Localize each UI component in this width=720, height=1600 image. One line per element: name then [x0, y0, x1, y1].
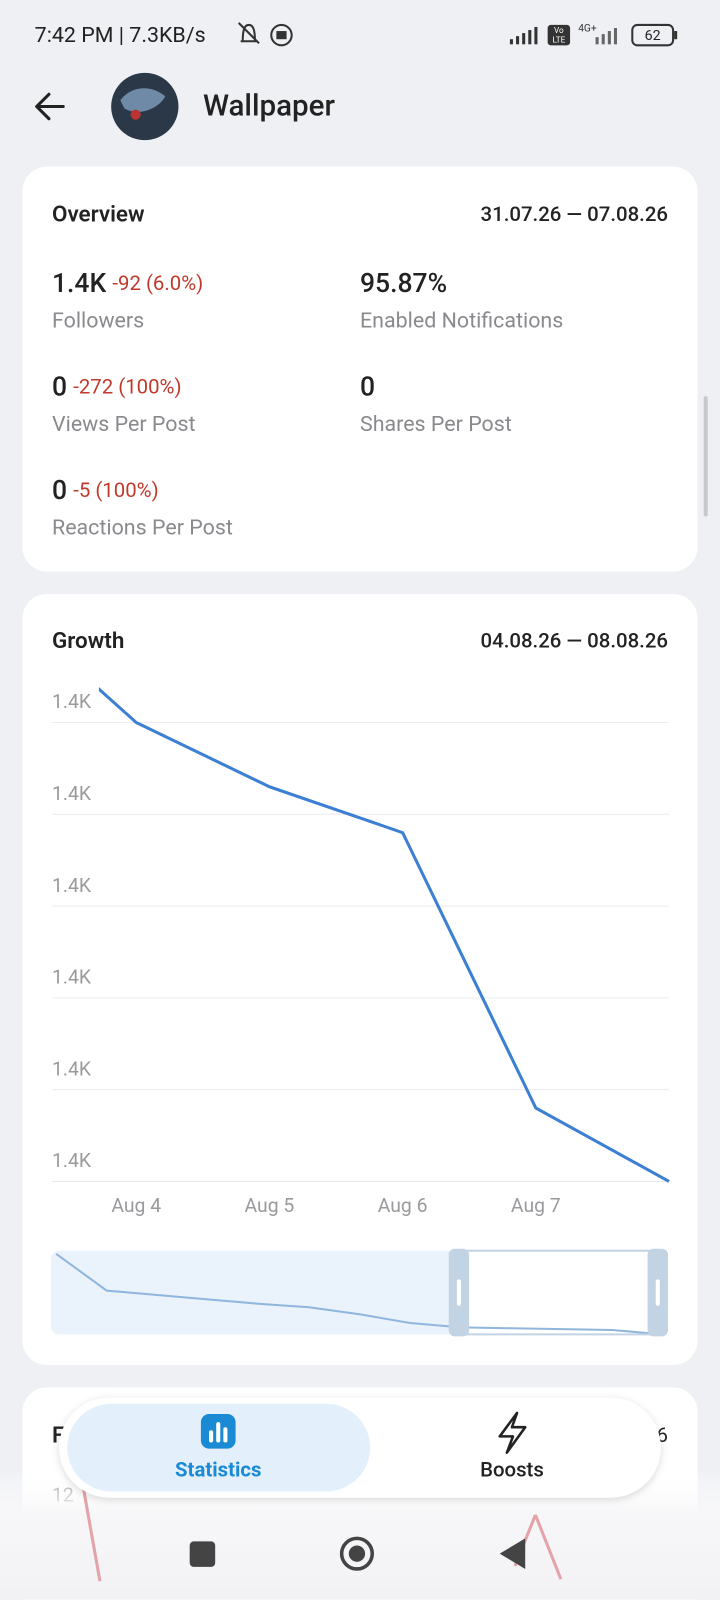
avatar-art [130, 109, 141, 120]
stat-value: 95.87% [360, 268, 447, 299]
status-icons [237, 22, 293, 47]
stat-value: 0 [52, 371, 67, 402]
stat-label: Views Per Post [52, 412, 196, 437]
stat-change: -5 (100%) [73, 478, 158, 502]
handle-grip [456, 1279, 461, 1306]
navigator-line [55, 1252, 663, 1336]
growth-card [22, 593, 698, 1365]
x-tick-label: Aug 5 [245, 1194, 295, 1217]
statistics-icon-bars [209, 1422, 228, 1443]
signal-1 [509, 26, 538, 45]
navigator-window[interactable] [458, 1250, 658, 1335]
status-time: 7:42 PM | 7.3KB/s [35, 23, 206, 48]
stat-line: 95.87% [360, 268, 447, 299]
x-tick-label: Aug 7 [511, 1194, 561, 1217]
avatar-art [120, 88, 166, 112]
back-button[interactable] [35, 92, 65, 121]
app-icon-glyph [276, 31, 287, 40]
volte-text: Vo [554, 25, 564, 35]
stat-label: Followers [52, 308, 144, 333]
volte-badge [547, 24, 571, 46]
volte-text: LTE [552, 34, 565, 44]
y-tick-label: 1.4K [52, 1057, 92, 1080]
stat-label: Shares Per Post [360, 412, 512, 437]
battery-tip [674, 31, 678, 40]
y-tick-label: 1.4K [52, 1149, 92, 1172]
channel-title: Wallpaper [203, 89, 336, 123]
stats: 1.4K -92 (6.0%) Followers 95.87% Enabled Not… [52, 268, 563, 540]
stat-change: -272 (100%) [73, 375, 181, 399]
stat-label: Enabled Notifications [360, 308, 563, 333]
y-tick-label: 1.4K [52, 874, 92, 897]
stat-value: 0 [52, 475, 67, 506]
battery [631, 23, 675, 47]
stat-line: 0 -272 (100%) [52, 371, 182, 402]
home-button[interactable] [339, 1536, 375, 1571]
card-title: Overview [52, 202, 145, 228]
y-tick-label: 1.4K [52, 782, 92, 805]
stat-value: 1.4K [52, 268, 106, 299]
mute-icon [237, 22, 260, 45]
x-tick-label: Aug 4 [111, 1194, 161, 1217]
boosts-icon[interactable] [498, 1411, 527, 1454]
stat-line: 0 [360, 371, 375, 402]
y-tick-label: 1.4K [52, 966, 92, 989]
stat-label: Reactions Per Post [52, 515, 233, 540]
app-icon [270, 23, 293, 47]
stat-value: 0 [360, 371, 375, 402]
x-tick-label: Aug 6 [378, 1194, 428, 1217]
home-button-dot [348, 1545, 366, 1562]
recents-button[interactable] [189, 1541, 216, 1567]
tab-label[interactable]: Boosts [480, 1457, 544, 1481]
network-type: 4G+ [578, 24, 597, 35]
handle-grip [655, 1279, 660, 1306]
y-tick-label: 1.4K [52, 690, 92, 713]
chart-subtitle: 04.08.26 — 08.08.26 [481, 628, 668, 652]
navigator-border [458, 1249, 658, 1336]
status-bar: 7:42 PM | 7.3KB/s Vo LTE 4G+ 62 [35, 22, 678, 48]
battery-level: 62 [645, 28, 661, 44]
stat-change: -92 (6.0%) [112, 271, 203, 295]
date-range: 6 [657, 1423, 668, 1447]
tab-label[interactable]: Statistics [175, 1457, 261, 1481]
date-range: 31.07.26 — 07.08.26 [481, 202, 668, 226]
back-nav-button[interactable] [499, 1538, 526, 1569]
stat-line: 1.4K -92 (6.0%) [52, 268, 203, 299]
scrollbar [703, 396, 708, 517]
chart-title: Growth [52, 628, 124, 654]
signal-2 [595, 27, 617, 45]
chart: 1.4K 1.4K 1.4K 1.4K 1.4K 1.4K Aug 4 Aug 5 Aug 6 A… [52, 687, 670, 1217]
series-line [98, 687, 670, 1183]
overview-card [22, 166, 698, 572]
navigator [55, 1252, 663, 1336]
stat-line: 0 -5 (100%) [52, 475, 159, 506]
